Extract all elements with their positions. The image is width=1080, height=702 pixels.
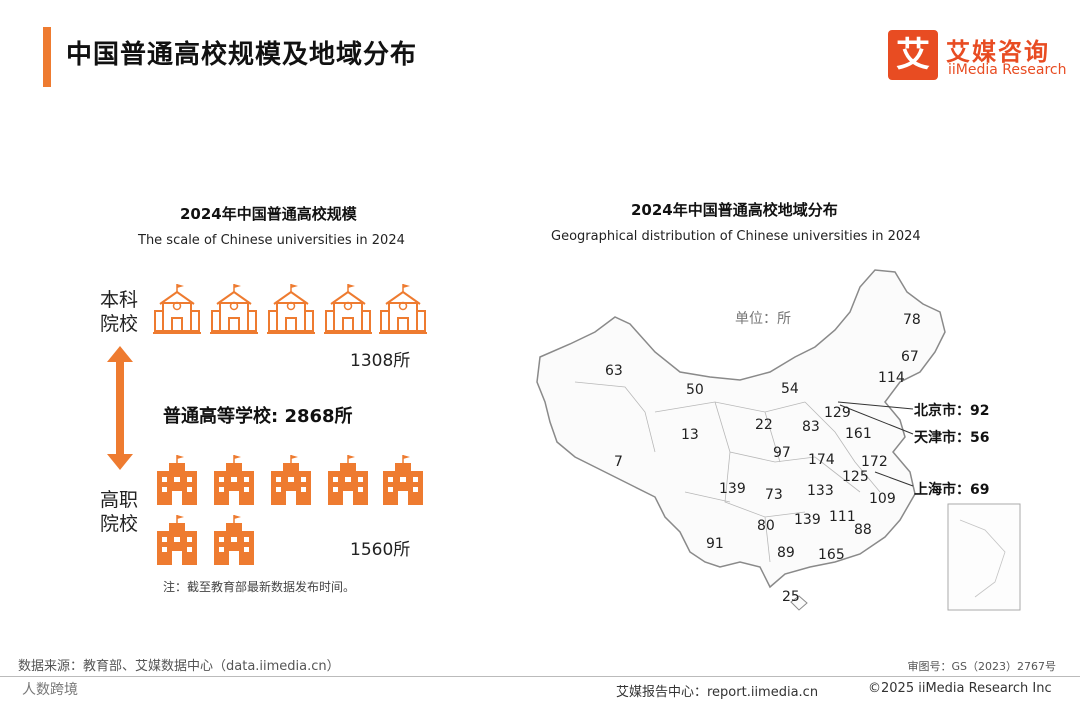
map-approval-number: 审图号：GS（2023）2767号	[907, 660, 1057, 673]
data-source: 数据来源：教育部、艾媒数据中心（data.iimedia.cn）	[18, 659, 340, 674]
map-value: 165	[818, 547, 845, 563]
china-map-outline	[536, 269, 1021, 611]
map-value: 91	[706, 536, 724, 552]
map-value: 67	[901, 349, 919, 365]
distribution-title: 2024年中国普通高校地域分布	[631, 201, 838, 219]
city-label-tianjin: 天津市：56	[914, 430, 990, 446]
distribution-subtitle: Geographical distribution of Chinese uni…	[551, 229, 921, 244]
city-label-beijing: 北京市：92	[914, 403, 990, 419]
total-count: 普通高等学校: 2868所	[163, 406, 353, 427]
page-title: 中国普通高校规模及地域分布	[66, 40, 418, 70]
map-value: 129	[824, 405, 851, 421]
vocational-label: 高职院校	[99, 489, 138, 535]
map-value: 13	[681, 427, 699, 443]
double-arrow-icon	[107, 346, 133, 470]
map-value: 174	[808, 452, 835, 468]
map-value: 78	[903, 312, 921, 328]
undergrad-count: 1308所	[350, 351, 411, 371]
map-value: 172	[861, 454, 888, 470]
map-value: 139	[719, 481, 746, 497]
map-value: 73	[765, 487, 783, 503]
map-value: 133	[807, 483, 834, 499]
map-value: 54	[781, 381, 799, 397]
undergrad-icons	[152, 283, 428, 334]
logo-cn-text: 艾媒咨询	[946, 38, 1050, 66]
title-accent-bar	[43, 27, 51, 87]
report-center-link[interactable]: 艾媒报告中心：report.iimedia.cn	[616, 685, 819, 700]
map-value: 161	[845, 426, 872, 442]
map-value: 80	[757, 518, 775, 534]
footnote: 注：截至教育部最新数据发布时间。	[163, 580, 356, 594]
map-value: 109	[869, 491, 896, 507]
footer-watermark: 人数跨境	[22, 682, 78, 698]
iimedia-logo: 艾 艾媒咨询 iiMedia Research	[888, 30, 1068, 82]
map-value: 111	[829, 509, 856, 525]
map-value: 7	[614, 454, 623, 470]
map-value: 50	[686, 382, 704, 398]
map-value: 88	[854, 522, 872, 538]
map-value: 89	[777, 545, 795, 561]
map-value: 83	[802, 419, 820, 435]
map-value: 22	[755, 417, 773, 433]
scale-subtitle: The scale of Chinese universities in 202…	[138, 233, 405, 248]
map-value: 25	[782, 589, 800, 605]
map-value: 114	[878, 370, 905, 386]
map-unit-label: 单位：所	[735, 311, 791, 327]
vocational-count: 1560所	[350, 540, 411, 560]
map-value: 125	[842, 469, 869, 485]
city-label-shanghai: 上海市：69	[914, 482, 990, 498]
map-value: 97	[773, 445, 791, 461]
copyright: ©2025 iiMedia Research Inc	[868, 681, 1052, 696]
footer-divider	[0, 676, 1080, 677]
logo-en-text: iiMedia Research	[948, 62, 1067, 78]
map-value: 63	[605, 363, 623, 379]
china-map: 单位：所 78 67 114 63 50 54 129 22 83 161 13…	[515, 262, 1025, 612]
undergrad-label: 本科院校	[99, 289, 138, 335]
scale-title: 2024年中国普通高校规模	[180, 205, 357, 223]
map-value: 139	[794, 512, 821, 528]
logo-mark: 艾	[888, 30, 938, 80]
